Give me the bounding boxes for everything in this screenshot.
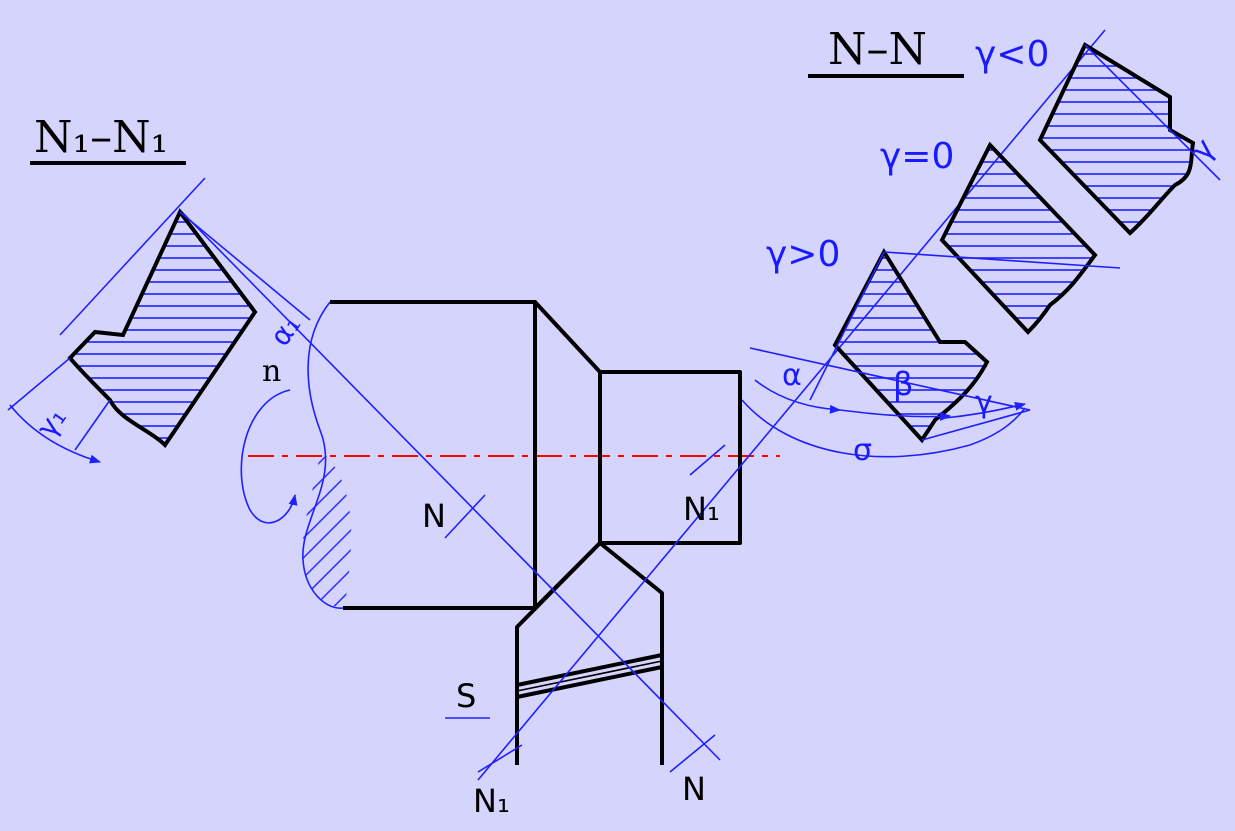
beta-label: β bbox=[893, 365, 913, 403]
section-n1-title: N₁–N₁ bbox=[34, 112, 168, 163]
feed-label: S bbox=[456, 677, 476, 715]
cut-label-n1-bottom: N₁ bbox=[473, 782, 510, 820]
cut-mark-n1-bottom bbox=[477, 744, 523, 773]
gamma-zero-label: γ=0 bbox=[880, 136, 954, 177]
cutting-tool bbox=[515, 541, 664, 765]
profile-gamma-zero bbox=[939, 141, 1098, 335]
rotation-label: n bbox=[262, 354, 281, 389]
sigma-label: σ bbox=[853, 433, 872, 468]
gamma-neg-label: γ<0 bbox=[975, 34, 1049, 75]
gamma-pos-label: γ>0 bbox=[766, 234, 840, 275]
rotation-arrow bbox=[240, 389, 298, 524]
alpha-label: α bbox=[782, 358, 802, 393]
section-n1: N₁–N₁ γ₁ α₁ bbox=[7, 112, 311, 464]
break-hatch bbox=[302, 450, 352, 608]
cut-label-n-left: N bbox=[422, 497, 446, 535]
section-n-title: N–N bbox=[828, 24, 927, 75]
section-n1-gamma1: γ₁ bbox=[30, 401, 73, 443]
profile-gamma-neg bbox=[1037, 42, 1196, 236]
section-n1-alpha1: α₁ bbox=[263, 309, 307, 352]
section-n: N–N γ<0 γ=0 γ>0 α β γ σ γ bbox=[741, 24, 1222, 468]
section-n1-profile bbox=[67, 208, 258, 449]
cut-label-n-bottom: N bbox=[682, 770, 706, 808]
gamma-label: γ bbox=[975, 385, 993, 420]
cut-mark-n bbox=[444, 494, 486, 539]
profile-gamma-pos bbox=[832, 247, 990, 444]
cut-label-n1-right: N₁ bbox=[683, 490, 720, 528]
cut-mark-n-bottom bbox=[669, 734, 716, 773]
cut-mark-n1-top bbox=[689, 444, 726, 476]
cut-line-n bbox=[179, 209, 721, 761]
